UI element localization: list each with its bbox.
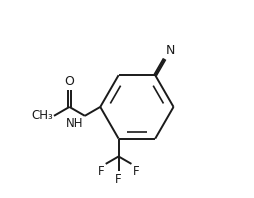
Text: O: O <box>65 75 74 88</box>
Text: F: F <box>115 173 122 186</box>
Text: F: F <box>98 165 105 178</box>
Text: NH: NH <box>66 117 84 130</box>
Text: CH₃: CH₃ <box>31 109 53 122</box>
Text: F: F <box>132 165 139 178</box>
Text: N: N <box>166 44 176 57</box>
